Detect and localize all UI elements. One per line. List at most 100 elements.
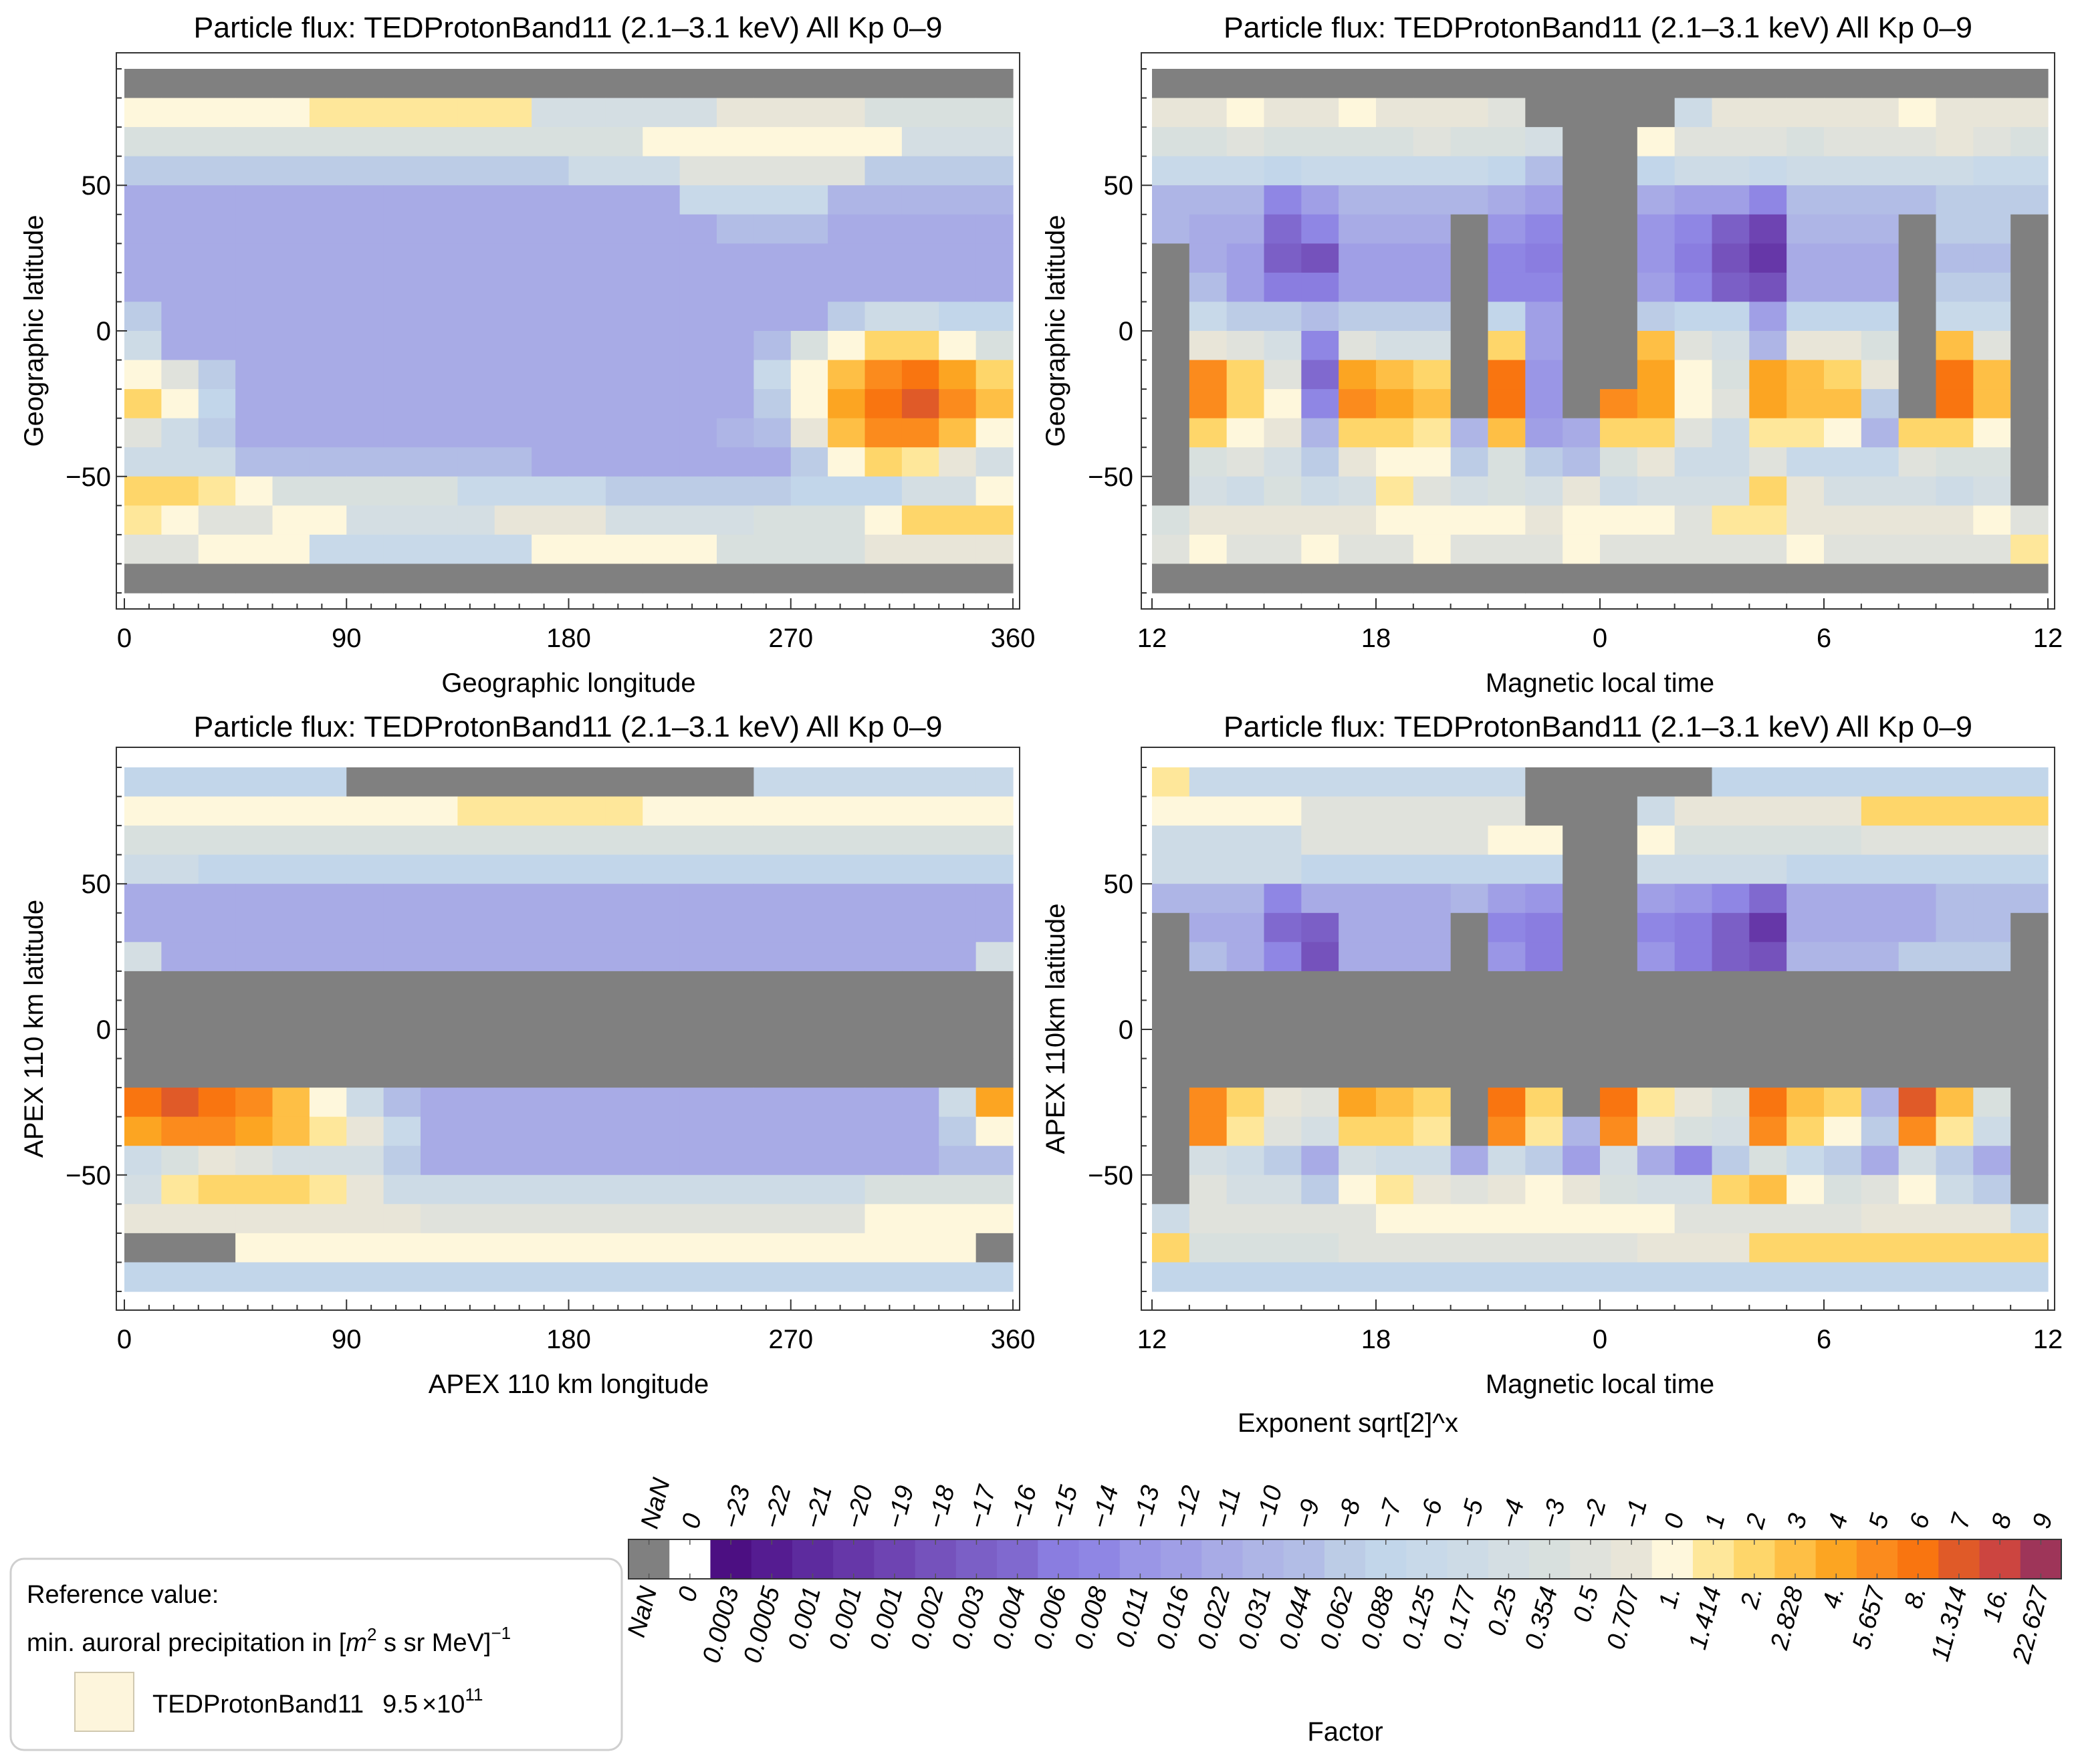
x-tick-label: 180 xyxy=(546,1325,591,1354)
heatmap-cell xyxy=(161,389,199,419)
heatmap-cell xyxy=(1525,331,1563,361)
heatmap-cell-nan xyxy=(161,1000,199,1030)
heatmap-cell xyxy=(1786,331,1825,361)
heatmap-cell-nan xyxy=(679,69,717,99)
heatmap-cell xyxy=(901,243,939,273)
heatmap-cell-nan xyxy=(754,1058,792,1088)
heatmap-cell xyxy=(1637,1262,1676,1292)
heatmap-cell-nan xyxy=(1898,272,1937,303)
heatmap-cell xyxy=(1226,476,1265,506)
heatmap-cell xyxy=(272,447,310,477)
heatmap-cell xyxy=(1264,331,1302,361)
heatmap-cell xyxy=(309,389,347,419)
heatmap-cell-nan xyxy=(1450,1058,1489,1088)
heatmap-cell xyxy=(272,1088,310,1118)
heatmap-cell xyxy=(1674,505,1713,535)
heatmap-cell xyxy=(1936,1204,1974,1234)
heatmap-cell xyxy=(828,98,866,128)
heatmap-cell xyxy=(1824,447,1862,477)
heatmap-cell xyxy=(568,1116,606,1146)
heatmap-cell xyxy=(161,1088,199,1118)
heatmap-cell xyxy=(1898,1204,1937,1234)
heatmap-cell xyxy=(1189,826,1228,856)
heatmap-cell xyxy=(1712,1233,1750,1263)
heatmap-cell xyxy=(1749,1146,1787,1176)
heatmap-cell xyxy=(901,447,939,477)
heatmap-cell xyxy=(1861,1174,1899,1205)
heatmap-cell-nan xyxy=(346,767,384,797)
heatmap-cell xyxy=(864,301,903,332)
heatmap-cell xyxy=(828,301,866,332)
heatmap-cell xyxy=(643,1204,681,1234)
heatmap-cell-nan xyxy=(1712,1000,1750,1030)
colorbar-cell xyxy=(1365,1539,1407,1579)
heatmap-cell xyxy=(494,1146,532,1176)
heatmap-cell-nan xyxy=(124,1233,162,1263)
heatmap-cell xyxy=(1339,476,1377,506)
heatmap-cell xyxy=(679,912,717,942)
heatmap-cell xyxy=(1450,1233,1489,1263)
heatmap-cell xyxy=(198,1262,236,1292)
heatmap-cell xyxy=(1264,243,1302,273)
heatmap-cell xyxy=(1525,1146,1563,1176)
heatmap-cell xyxy=(828,243,866,273)
heatmap-cell xyxy=(1450,447,1489,477)
heatmap-cell xyxy=(568,912,606,942)
heatmap-cell xyxy=(828,272,866,303)
heatmap-cell xyxy=(235,1262,273,1292)
heatmap-cell xyxy=(1450,1146,1489,1176)
heatmap-cell xyxy=(828,1174,866,1205)
heatmap-cell xyxy=(864,1088,903,1118)
heatmap-cell-nan xyxy=(532,1000,570,1030)
heatmap-cell xyxy=(790,942,828,972)
heatmap-cell xyxy=(124,1262,162,1292)
heatmap-cell-nan xyxy=(1226,1029,1265,1059)
heatmap-cell-nan xyxy=(1637,563,1676,594)
colorbar-cell xyxy=(628,1539,670,1579)
heatmap-cell xyxy=(532,360,570,390)
heatmap-cell xyxy=(605,884,643,914)
heatmap-cell-nan xyxy=(1600,127,1638,157)
heatmap-cell xyxy=(605,1116,643,1146)
heatmap-cell-nan xyxy=(1525,69,1563,99)
y-axis-label: Geographic latitude xyxy=(1041,215,1070,447)
heatmap-cell xyxy=(975,826,1014,856)
heatmap-cell xyxy=(532,476,570,506)
heatmap-cell xyxy=(679,1262,717,1292)
heatmap-cell xyxy=(1861,272,1899,303)
heatmap-cell xyxy=(1152,156,1190,186)
heatmap-cell xyxy=(1563,1204,1601,1234)
heatmap-cell-nan xyxy=(1226,1000,1265,1030)
heatmap-cell xyxy=(457,505,495,535)
heatmap-cell xyxy=(1264,796,1302,826)
panel-title: Particle flux: TEDProtonBand11 (2.1–3.1 … xyxy=(1224,711,1972,743)
heatmap-cell xyxy=(383,185,421,215)
heatmap-cell xyxy=(235,185,273,215)
heatmap-cell xyxy=(717,534,754,565)
heatmap-cell xyxy=(383,1146,421,1176)
x-axis-label: Magnetic local time xyxy=(1486,668,1714,698)
heatmap-cell xyxy=(1376,854,1414,884)
heatmap-cell xyxy=(532,912,570,942)
heatmap-cell-nan xyxy=(1936,971,1974,1001)
heatmap-cell xyxy=(643,156,681,186)
heatmap-cell xyxy=(1189,389,1228,419)
heatmap-cell xyxy=(1861,301,1899,332)
heatmap-cell xyxy=(828,331,866,361)
heatmap-cell xyxy=(828,1204,866,1234)
heatmap-cell xyxy=(235,331,273,361)
heatmap-cell-nan xyxy=(1152,1146,1190,1176)
heatmap-cell xyxy=(901,214,939,244)
heatmap-cell xyxy=(605,214,643,244)
heatmap-cell xyxy=(421,1116,458,1146)
heatmap-cell xyxy=(1488,243,1526,273)
heatmap-cell xyxy=(1450,1204,1489,1234)
heatmap-cell xyxy=(1189,767,1228,797)
heatmap-cell xyxy=(272,884,310,914)
heatmap-cell xyxy=(643,854,681,884)
y-tick-label: 0 xyxy=(96,317,111,346)
heatmap-cell-nan xyxy=(161,69,199,99)
heatmap-cell xyxy=(532,301,570,332)
heatmap-cell-nan xyxy=(1376,971,1414,1001)
heatmap-cell-nan xyxy=(828,971,866,1001)
